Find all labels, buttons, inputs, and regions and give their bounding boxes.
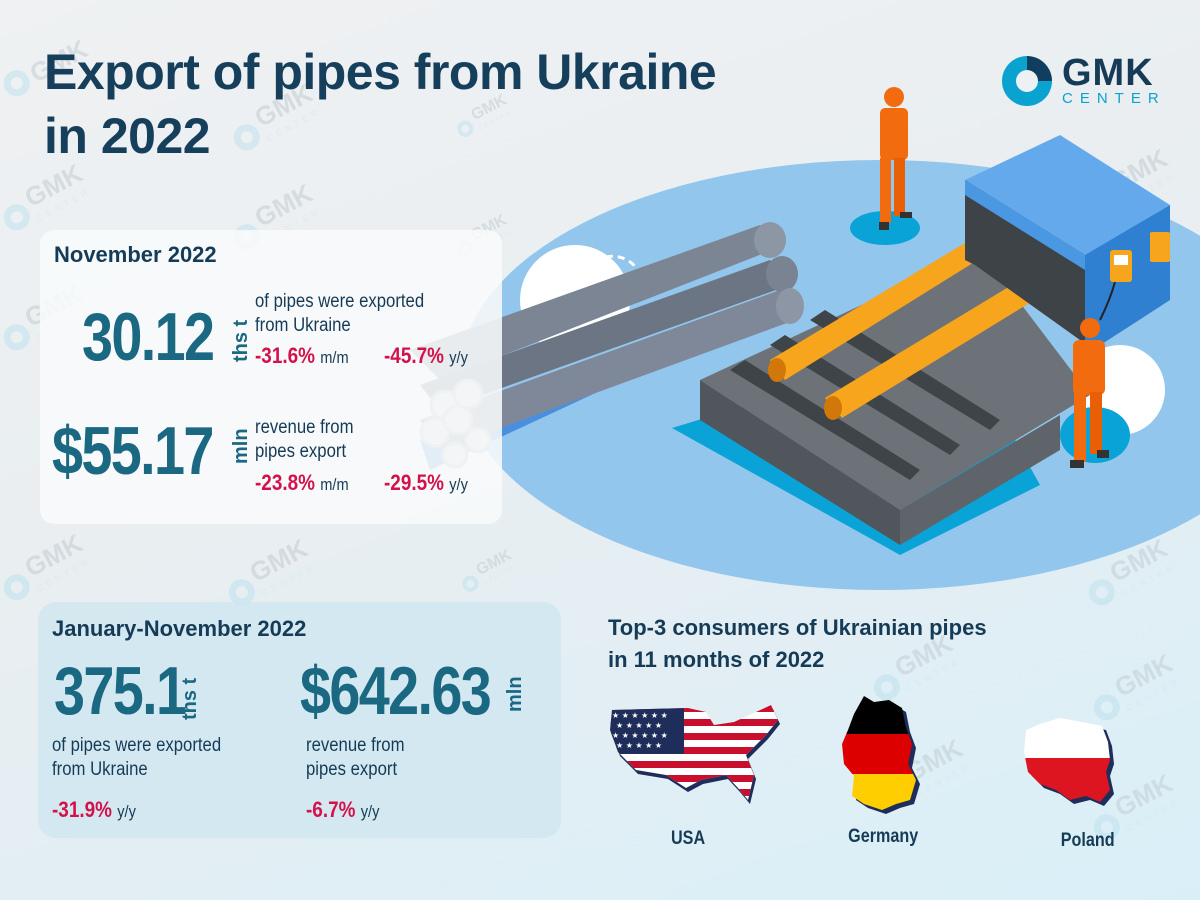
- svg-text:★ ★ ★ ★ ★ ★: ★ ★ ★ ★ ★ ★: [612, 711, 668, 720]
- logo-sub: CENTER: [1062, 90, 1166, 107]
- november-revenue-desc: revenue from pipes export: [255, 416, 354, 464]
- november-revenue-unit: mln: [230, 428, 252, 464]
- november-volume-mm-change: -31.6% m/m: [255, 343, 349, 368]
- svg-text:★ ★ ★ ★ ★: ★ ★ ★ ★ ★: [616, 741, 662, 750]
- desc-line: from Ukraine: [255, 315, 351, 336]
- svg-text:★ ★ ★ ★ ★: ★ ★ ★ ★ ★: [616, 721, 662, 730]
- gmk-ring-logo-icon: [1002, 56, 1052, 106]
- title-line-1: Export of pipes from Ukraine: [44, 44, 717, 100]
- november-revenue-yy-change: -29.5% y/y: [384, 470, 468, 495]
- germany-flag-map-icon: [842, 696, 920, 814]
- title-line-2: in 2022: [44, 108, 211, 164]
- jan-nov-heading: January-November 2022: [52, 616, 307, 641]
- poland-flag-map-icon: [1024, 718, 1114, 806]
- consumers-title: Top-3 consumers of Ukrainian pipes in 11…: [608, 612, 987, 676]
- consumers-title-line: in 11 months of 2022: [608, 647, 825, 672]
- jan-nov-card: January-November 2022 375.1 ths t of pip…: [38, 602, 561, 838]
- svg-text:★ ★ ★ ★ ★ ★: ★ ★ ★ ★ ★ ★: [612, 731, 668, 740]
- jan-nov-volume-unit: ths t: [179, 677, 201, 720]
- november-revenue-value: $55.17: [52, 413, 214, 489]
- november-volume-yy-change: -45.7% y/y: [384, 343, 468, 368]
- desc-line: from Ukraine: [52, 759, 148, 780]
- november-card: November 2022 30.12 ths t of pipes were …: [40, 230, 502, 524]
- desc-line: revenue from: [255, 417, 354, 438]
- desc-line: pipes export: [255, 441, 347, 462]
- november-heading: November 2022: [54, 242, 217, 267]
- country-label-germany: Germany: [848, 826, 919, 847]
- november-volume-desc: of pipes were exported from Ukraine: [255, 290, 424, 338]
- usa-flag-map-icon: ★ ★ ★ ★ ★ ★ ★ ★ ★ ★ ★ ★ ★ ★ ★ ★ ★ ★ ★ ★ …: [610, 705, 780, 804]
- desc-line: pipes export: [306, 759, 398, 780]
- jan-nov-volume-value: 375.1: [54, 653, 187, 729]
- country-label-usa: USA: [671, 828, 706, 849]
- page-title: Export of pipes from Ukraine in 2022: [44, 40, 717, 168]
- pipe-factory-illustration-icon: [410, 87, 1200, 590]
- jan-nov-revenue-unit: mln: [504, 676, 526, 712]
- jan-nov-volume-desc: of pipes were exported from Ukraine: [52, 734, 221, 782]
- desc-line: of pipes were exported: [52, 735, 222, 756]
- gmk-center-logo: GMK CENTER: [1002, 52, 1166, 107]
- jan-nov-revenue-yy-change: -6.7% y/y: [306, 797, 380, 822]
- jan-nov-revenue-desc: revenue from pipes export: [306, 734, 405, 782]
- jan-nov-revenue-value: $642.63: [300, 653, 492, 729]
- logo-name: GMK: [1062, 52, 1154, 94]
- desc-line: of pipes were exported: [255, 291, 425, 312]
- november-revenue-mm-change: -23.8% m/m: [255, 470, 349, 495]
- jan-nov-volume-yy-change: -31.9% y/y: [52, 797, 136, 822]
- country-label-poland: Poland: [1060, 830, 1115, 851]
- november-volume-unit: ths t: [230, 319, 252, 362]
- november-volume-value: 30.12: [82, 299, 215, 375]
- desc-line: revenue from: [306, 735, 405, 756]
- consumers-title-line: Top-3 consumers of Ukrainian pipes: [608, 615, 987, 640]
